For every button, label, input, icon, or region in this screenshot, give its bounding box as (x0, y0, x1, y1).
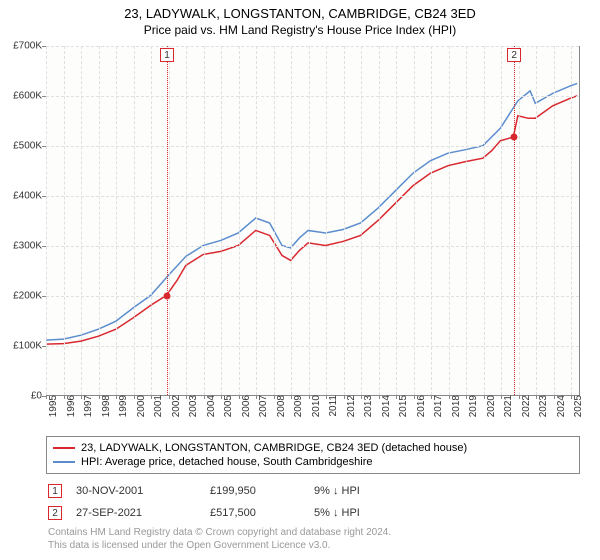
legend-swatch (53, 447, 75, 449)
series-line-property (46, 96, 577, 344)
x-axis-label: 2005 (217, 395, 234, 417)
x-axis-label: 2015 (392, 395, 409, 417)
marker-line (167, 46, 168, 395)
transaction-date: 30-NOV-2001 (76, 485, 196, 497)
x-axis-label: 1998 (95, 395, 112, 417)
x-axis-label: 2020 (480, 395, 497, 417)
series-svg (46, 46, 579, 395)
x-axis-label: 2022 (515, 395, 532, 417)
transaction-price: £199,950 (210, 485, 300, 497)
marker-badge: 1 (160, 48, 174, 62)
footer-line: Contains HM Land Registry data © Crown c… (48, 526, 580, 539)
legend-swatch (53, 461, 75, 463)
transaction-row: 2 27-SEP-2021 £517,500 5% ↓ HPI (46, 502, 580, 524)
legend-label: 23, LADYWALK, LONGSTANTON, CAMBRIDGE, CB… (81, 442, 467, 454)
legend-and-data: 23, LADYWALK, LONGSTANTON, CAMBRIDGE, CB… (46, 436, 580, 552)
x-axis-label: 2025 (567, 395, 584, 417)
transaction-price: £517,500 (210, 507, 300, 519)
y-axis-label: £200K (13, 291, 46, 302)
chart-subtitle: Price paid vs. HM Land Registry's House … (0, 21, 600, 45)
legend-label: HPI: Average price, detached house, Sout… (81, 456, 372, 468)
x-axis-label: 2024 (550, 395, 567, 417)
x-axis-label: 2007 (252, 395, 269, 417)
x-axis-label: 2021 (497, 395, 514, 417)
x-axis-label: 2008 (270, 395, 287, 417)
x-axis-label: 1996 (60, 395, 77, 417)
x-axis-label: 2023 (532, 395, 549, 417)
x-axis-label: 2000 (130, 395, 147, 417)
transaction-diff: 5% ↓ HPI (314, 507, 434, 519)
x-axis-label: 2009 (287, 395, 304, 417)
y-axis-label: £300K (13, 241, 46, 252)
x-axis-label: 1997 (77, 395, 94, 417)
marker-badge: 1 (48, 484, 62, 498)
legend-box: 23, LADYWALK, LONGSTANTON, CAMBRIDGE, CB… (46, 436, 580, 474)
series-line-hpi (46, 83, 577, 340)
y-axis-label: £400K (13, 191, 46, 202)
transaction-row: 1 30-NOV-2001 £199,950 9% ↓ HPI (46, 480, 580, 502)
x-axis-label: 2019 (462, 395, 479, 417)
x-axis-label: 2001 (147, 395, 164, 417)
chart-title: 23, LADYWALK, LONGSTANTON, CAMBRIDGE, CB… (0, 0, 600, 21)
transaction-diff: 9% ↓ HPI (314, 485, 434, 497)
marker-badge: 2 (48, 506, 62, 520)
marker-dot (511, 134, 518, 141)
x-axis-label: 2011 (322, 395, 339, 417)
marker-dot (163, 293, 170, 300)
marker-badge: 2 (507, 48, 521, 62)
x-axis-label: 2016 (410, 395, 427, 417)
transaction-rows: 1 30-NOV-2001 £199,950 9% ↓ HPI 2 27-SEP-2021… (46, 480, 580, 524)
footer-line: This data is licensed under the Open Gov… (48, 539, 580, 552)
marker-line (514, 46, 515, 395)
x-axis-label: 2018 (445, 395, 462, 417)
legend-item-hpi: HPI: Average price, detached house, Sout… (53, 455, 573, 469)
footer-attribution: Contains HM Land Registry data © Crown c… (46, 524, 580, 552)
x-axis-label: 2010 (305, 395, 322, 417)
x-axis-label: 1995 (42, 395, 59, 417)
x-axis-label: 2002 (165, 395, 182, 417)
chart-area: £0£100K£200K£300K£400K£500K£600K£700K199… (46, 46, 580, 396)
x-axis-label: 2017 (427, 395, 444, 417)
x-axis-label: 1999 (112, 395, 129, 417)
x-axis-label: 2006 (235, 395, 252, 417)
y-axis-label: £700K (13, 41, 46, 52)
legend-item-property: 23, LADYWALK, LONGSTANTON, CAMBRIDGE, CB… (53, 441, 573, 455)
transaction-date: 27-SEP-2021 (76, 507, 196, 519)
y-axis-label: £500K (13, 141, 46, 152)
x-axis-label: 2012 (340, 395, 357, 417)
plot-region: £0£100K£200K£300K£400K£500K£600K£700K199… (46, 46, 580, 396)
x-axis-label: 2014 (375, 395, 392, 417)
y-axis-label: £100K (13, 341, 46, 352)
x-axis-label: 2003 (182, 395, 199, 417)
x-axis-label: 2013 (357, 395, 374, 417)
y-axis-label: £600K (13, 91, 46, 102)
x-axis-label: 2004 (200, 395, 217, 417)
